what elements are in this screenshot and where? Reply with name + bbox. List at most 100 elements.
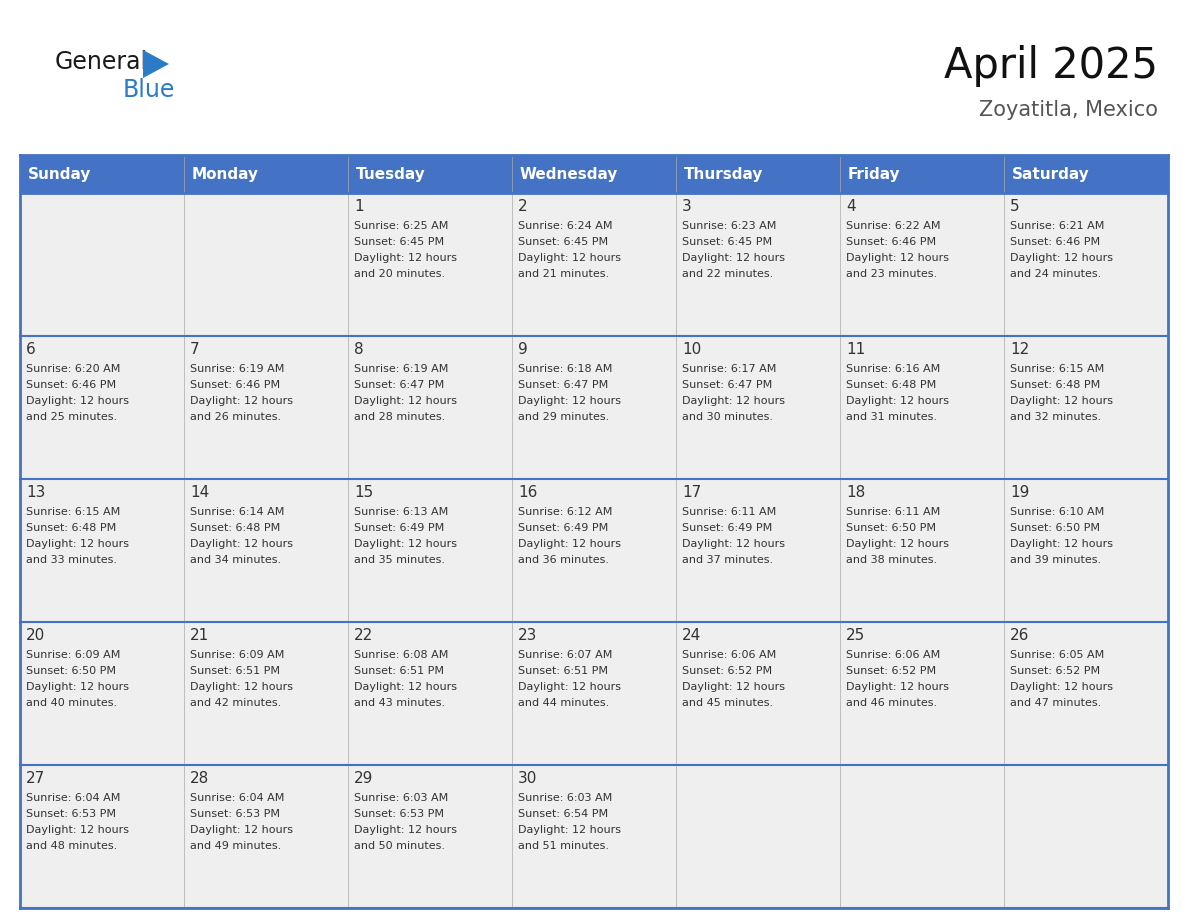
Text: and 30 minutes.: and 30 minutes. — [682, 412, 773, 422]
Text: 28: 28 — [190, 771, 209, 786]
Text: Sunrise: 6:23 AM: Sunrise: 6:23 AM — [682, 221, 777, 231]
Text: 14: 14 — [190, 485, 209, 500]
Text: Sunrise: 6:08 AM: Sunrise: 6:08 AM — [354, 650, 448, 660]
Text: Friday: Friday — [848, 166, 901, 182]
Text: 29: 29 — [354, 771, 373, 786]
Text: Sunrise: 6:14 AM: Sunrise: 6:14 AM — [190, 507, 284, 517]
Text: Sunrise: 6:03 AM: Sunrise: 6:03 AM — [354, 793, 448, 803]
Text: and 50 minutes.: and 50 minutes. — [354, 841, 446, 851]
Text: Sunrise: 6:09 AM: Sunrise: 6:09 AM — [26, 650, 120, 660]
Text: and 36 minutes.: and 36 minutes. — [518, 555, 609, 565]
Text: Sunset: 6:53 PM: Sunset: 6:53 PM — [190, 809, 280, 819]
Bar — [512, 155, 676, 193]
Text: 11: 11 — [846, 342, 865, 357]
Text: 17: 17 — [682, 485, 701, 500]
Text: Zoyatitla, Mexico: Zoyatitla, Mexico — [979, 100, 1158, 120]
Text: Daylight: 12 hours: Daylight: 12 hours — [190, 682, 293, 692]
Text: and 42 minutes.: and 42 minutes. — [190, 698, 282, 708]
Text: 27: 27 — [26, 771, 45, 786]
Text: Sunset: 6:49 PM: Sunset: 6:49 PM — [682, 523, 772, 533]
Text: Sunrise: 6:16 AM: Sunrise: 6:16 AM — [846, 364, 940, 374]
Text: 5: 5 — [1010, 199, 1019, 214]
Text: 1: 1 — [354, 199, 364, 214]
Text: 16: 16 — [518, 485, 537, 500]
Text: Wednesday: Wednesday — [520, 166, 619, 182]
Text: 7: 7 — [190, 342, 200, 357]
Text: and 35 minutes.: and 35 minutes. — [354, 555, 446, 565]
Text: Sunrise: 6:11 AM: Sunrise: 6:11 AM — [682, 507, 776, 517]
Text: Sunset: 6:52 PM: Sunset: 6:52 PM — [682, 666, 772, 676]
Text: Sunset: 6:45 PM: Sunset: 6:45 PM — [682, 237, 772, 247]
Text: Daylight: 12 hours: Daylight: 12 hours — [518, 539, 621, 549]
Bar — [348, 155, 512, 193]
Text: and 39 minutes.: and 39 minutes. — [1010, 555, 1101, 565]
Text: Daylight: 12 hours: Daylight: 12 hours — [190, 825, 293, 835]
Text: 10: 10 — [682, 342, 701, 357]
Text: Sunset: 6:45 PM: Sunset: 6:45 PM — [354, 237, 444, 247]
Text: and 46 minutes.: and 46 minutes. — [846, 698, 937, 708]
Text: 25: 25 — [846, 628, 865, 643]
Text: Sunrise: 6:25 AM: Sunrise: 6:25 AM — [354, 221, 448, 231]
Text: 26: 26 — [1010, 628, 1029, 643]
Text: 6: 6 — [26, 342, 36, 357]
Text: and 51 minutes.: and 51 minutes. — [518, 841, 609, 851]
Text: and 45 minutes.: and 45 minutes. — [682, 698, 773, 708]
Text: and 37 minutes.: and 37 minutes. — [682, 555, 773, 565]
Text: and 33 minutes.: and 33 minutes. — [26, 555, 116, 565]
Text: Sunrise: 6:15 AM: Sunrise: 6:15 AM — [26, 507, 120, 517]
Text: Daylight: 12 hours: Daylight: 12 hours — [26, 682, 129, 692]
Text: and 40 minutes.: and 40 minutes. — [26, 698, 118, 708]
Text: and 34 minutes.: and 34 minutes. — [190, 555, 282, 565]
Text: Sunset: 6:51 PM: Sunset: 6:51 PM — [190, 666, 280, 676]
Text: Daylight: 12 hours: Daylight: 12 hours — [846, 682, 949, 692]
Bar — [20, 765, 1168, 908]
Text: Sunset: 6:47 PM: Sunset: 6:47 PM — [682, 380, 772, 390]
Text: Sunrise: 6:06 AM: Sunrise: 6:06 AM — [846, 650, 940, 660]
Text: Sunset: 6:47 PM: Sunset: 6:47 PM — [354, 380, 444, 390]
Text: and 47 minutes.: and 47 minutes. — [1010, 698, 1101, 708]
Text: Sunset: 6:53 PM: Sunset: 6:53 PM — [354, 809, 444, 819]
Bar — [184, 155, 348, 193]
Text: Daylight: 12 hours: Daylight: 12 hours — [1010, 396, 1113, 406]
Text: Sunset: 6:52 PM: Sunset: 6:52 PM — [846, 666, 936, 676]
Text: Daylight: 12 hours: Daylight: 12 hours — [26, 825, 129, 835]
Text: and 32 minutes.: and 32 minutes. — [1010, 412, 1101, 422]
Text: Sunset: 6:49 PM: Sunset: 6:49 PM — [354, 523, 444, 533]
Text: Sunset: 6:53 PM: Sunset: 6:53 PM — [26, 809, 116, 819]
Bar — [1004, 155, 1168, 193]
Text: 21: 21 — [190, 628, 209, 643]
Bar — [840, 155, 1004, 193]
Text: 4: 4 — [846, 199, 855, 214]
Bar — [20, 622, 1168, 765]
Text: Sunrise: 6:20 AM: Sunrise: 6:20 AM — [26, 364, 120, 374]
Text: Sunset: 6:47 PM: Sunset: 6:47 PM — [518, 380, 608, 390]
Text: and 21 minutes.: and 21 minutes. — [518, 269, 609, 279]
Text: Blue: Blue — [124, 78, 176, 102]
Text: Daylight: 12 hours: Daylight: 12 hours — [354, 253, 457, 263]
Text: Sunrise: 6:06 AM: Sunrise: 6:06 AM — [682, 650, 776, 660]
Text: Daylight: 12 hours: Daylight: 12 hours — [682, 396, 785, 406]
Bar — [20, 479, 1168, 622]
Text: 3: 3 — [682, 199, 691, 214]
Text: Sunset: 6:51 PM: Sunset: 6:51 PM — [354, 666, 444, 676]
Text: Sunrise: 6:11 AM: Sunrise: 6:11 AM — [846, 507, 940, 517]
Text: Sunday: Sunday — [29, 166, 91, 182]
Text: Sunrise: 6:24 AM: Sunrise: 6:24 AM — [518, 221, 613, 231]
Text: Daylight: 12 hours: Daylight: 12 hours — [354, 396, 457, 406]
Text: 19: 19 — [1010, 485, 1029, 500]
Text: Sunset: 6:48 PM: Sunset: 6:48 PM — [190, 523, 280, 533]
Text: and 29 minutes.: and 29 minutes. — [518, 412, 609, 422]
Text: Sunrise: 6:12 AM: Sunrise: 6:12 AM — [518, 507, 612, 517]
Text: Daylight: 12 hours: Daylight: 12 hours — [518, 253, 621, 263]
Text: and 24 minutes.: and 24 minutes. — [1010, 269, 1101, 279]
Text: Sunset: 6:50 PM: Sunset: 6:50 PM — [26, 666, 116, 676]
Text: 13: 13 — [26, 485, 45, 500]
Text: Daylight: 12 hours: Daylight: 12 hours — [518, 682, 621, 692]
Text: 23: 23 — [518, 628, 537, 643]
Text: Daylight: 12 hours: Daylight: 12 hours — [846, 396, 949, 406]
Text: Daylight: 12 hours: Daylight: 12 hours — [846, 539, 949, 549]
Text: Sunrise: 6:21 AM: Sunrise: 6:21 AM — [1010, 221, 1105, 231]
Text: Monday: Monday — [192, 166, 259, 182]
Bar — [676, 155, 840, 193]
Text: Sunset: 6:48 PM: Sunset: 6:48 PM — [1010, 380, 1100, 390]
